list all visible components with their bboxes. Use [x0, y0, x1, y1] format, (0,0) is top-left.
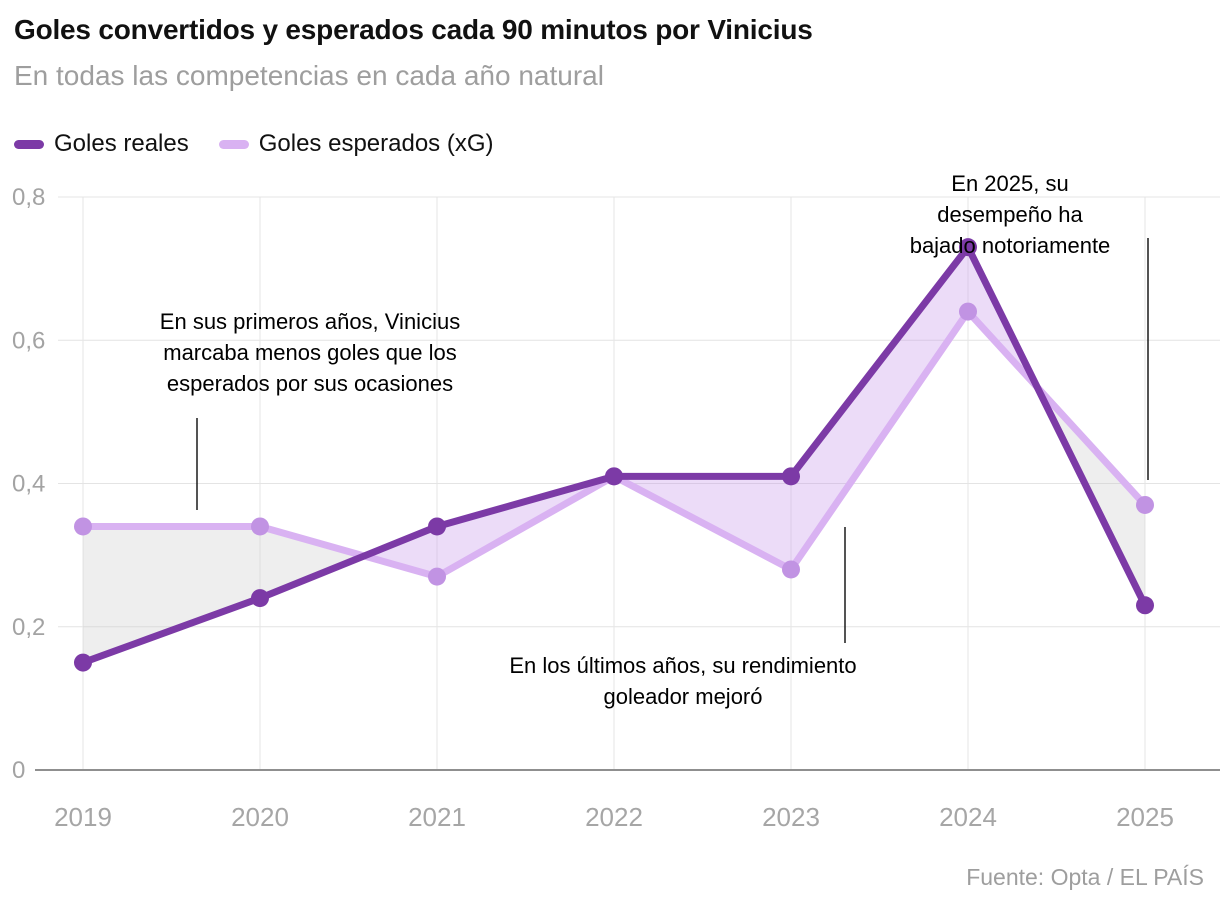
annotation-1: En sus primeros años, Vinicius marcaba m…: [159, 309, 461, 397]
data-point-xg-2019: [74, 517, 92, 536]
x-tick-label: 2023: [762, 802, 820, 832]
data-point-real-2020: [251, 589, 269, 608]
data-point-real-2021: [428, 517, 446, 536]
legend-label: Goles esperados (xG): [258, 130, 494, 157]
data-point-xg-2023: [782, 560, 800, 579]
data-point-real-2019: [74, 653, 92, 672]
data-point-xg-2020: [251, 517, 269, 536]
data-point-real-2023: [782, 467, 800, 486]
legend-label: Goles reales: [54, 130, 189, 157]
source-attribution: Fuente: Opta / EL PAÍS: [966, 864, 1204, 890]
data-point-xg-2024: [959, 302, 977, 321]
data-point-xg-2021: [428, 567, 446, 586]
x-tick-label: 2022: [585, 802, 643, 832]
y-tick-label: 0,8: [12, 184, 45, 211]
annotation-2: En los últimos años, su rendimiento gole…: [509, 653, 857, 710]
legend-item-goles-reales: Goles reales: [14, 130, 189, 158]
x-tick-label: 2024: [939, 802, 997, 832]
y-tick-label: 0,4: [12, 471, 45, 498]
x-tick-label: 2019: [54, 802, 112, 832]
area-xg-above-real: [260, 526, 365, 599]
legend-swatch-icon: [14, 139, 44, 149]
data-point-real-2022: [605, 467, 623, 486]
legend: Goles reales Goles esperados (xG): [14, 130, 494, 158]
chart-subtitle: En todas las competencias en cada año na…: [14, 60, 604, 91]
chart-title: Goles convertidos y esperados cada 90 mi…: [14, 14, 813, 45]
x-tick-label: 2021: [408, 802, 466, 832]
data-point-real-2025: [1136, 596, 1154, 615]
data-point-real-2024: [959, 238, 977, 257]
y-tick-label: 0,6: [12, 327, 45, 354]
legend-item-goles-esperados: Goles esperados (xG): [218, 130, 494, 158]
legend-swatch-icon: [218, 139, 249, 149]
y-tick-label: 0,2: [12, 614, 45, 641]
area-real-above-xg: [364, 526, 437, 577]
area-xg-above-real: [83, 526, 260, 663]
area-real-above-xg: [791, 247, 968, 570]
y-tick-label: 0: [12, 757, 25, 784]
x-tick-label: 2025: [1116, 802, 1174, 832]
annotation-3: En 2025, su desempeño ha bajado notoriam…: [909, 171, 1111, 259]
data-point-xg-2025: [1136, 495, 1154, 514]
x-tick-label: 2020: [231, 802, 289, 832]
